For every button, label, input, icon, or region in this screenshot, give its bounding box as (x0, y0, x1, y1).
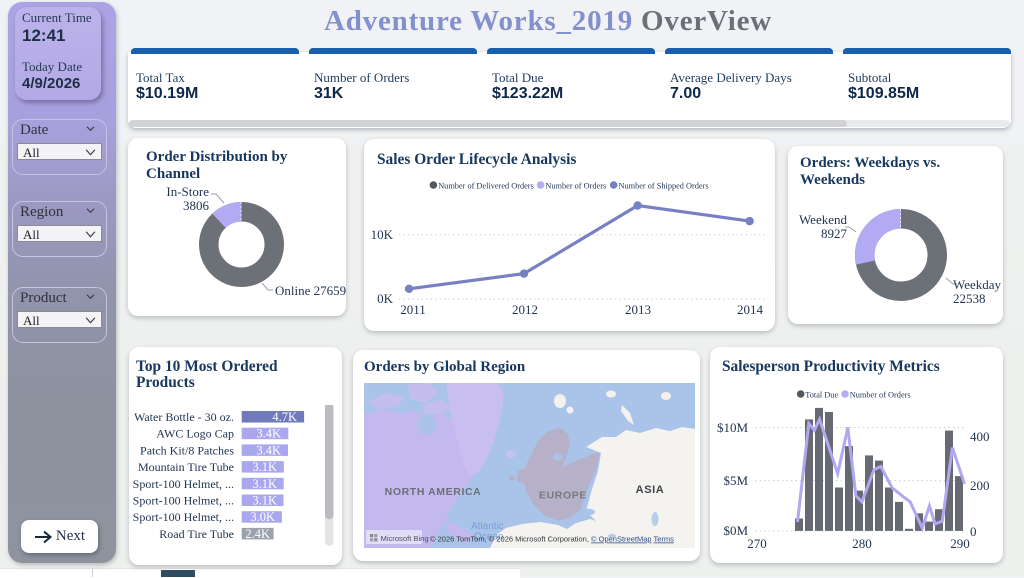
svg-text:4.7K: 4.7K (272, 410, 297, 424)
svg-text:Mountain Tire Tube: Mountain Tire Tube (138, 460, 234, 474)
svg-text:$5M: $5M (723, 473, 748, 488)
svg-text:0: 0 (970, 524, 977, 539)
svg-text:290: 290 (950, 536, 970, 551)
svg-text:Water Bottle - 30 oz.: Water Bottle - 30 oz. (134, 410, 234, 424)
svg-text:Products: Products (136, 374, 195, 391)
svg-text:Number of Shipped Orders: Number of Shipped Orders (619, 181, 709, 190)
svg-text:Microsoft Bing: Microsoft Bing (381, 534, 429, 543)
svg-text:3.0K: 3.0K (250, 510, 275, 524)
svg-text:Atlantic: Atlantic (471, 521, 504, 532)
svg-text:Total Due: Total Due (805, 390, 838, 399)
svg-text:3.1K: 3.1K (252, 460, 277, 474)
svg-text:Ocean: Ocean (474, 532, 503, 543)
svg-text:AWC Logo Cap: AWC Logo Cap (156, 427, 234, 441)
svg-text:Number of Orders: Number of Orders (545, 181, 606, 190)
svg-text:Number of Delivered Orders: Number of Delivered Orders (438, 181, 534, 190)
svg-text:Number of Orders: Number of Orders (850, 390, 911, 399)
svg-text:Road Tire Tube: Road Tire Tube (159, 527, 234, 541)
svg-text:Sport-100 Helmet, ...: Sport-100 Helmet, ... (133, 510, 234, 524)
svg-text:Weekday: Weekday (953, 277, 1002, 292)
svg-text:3806: 3806 (183, 198, 210, 213)
svg-text:3.4K: 3.4K (256, 427, 281, 441)
svg-text:NORTH AMERICA: NORTH AMERICA (385, 486, 482, 498)
svg-text:In-Store: In-Store (166, 184, 209, 199)
svg-text:Sport-100 Helmet, ...: Sport-100 Helmet, ... (133, 494, 234, 508)
svg-text:200: 200 (970, 478, 990, 493)
svg-text:3.1K: 3.1K (252, 494, 277, 508)
svg-text:270: 270 (747, 536, 767, 551)
svg-text:2013: 2013 (625, 302, 651, 317)
svg-text:Sales Order Lifecycle Analysis: Sales Order Lifecycle Analysis (377, 151, 576, 168)
svg-text:2.4K: 2.4K (245, 527, 270, 541)
svg-text:Patch Kit/8 Patches: Patch Kit/8 Patches (140, 443, 234, 457)
svg-text:ASIA: ASIA (636, 484, 665, 496)
svg-text:280: 280 (852, 536, 872, 551)
svg-text:Weekend: Weekend (799, 212, 848, 227)
svg-text:22538: 22538 (953, 291, 986, 306)
svg-text:Online 27659: Online 27659 (275, 283, 346, 298)
svg-text:Sport-100 Helmet, ...: Sport-100 Helmet, ... (133, 477, 234, 491)
svg-text:8927: 8927 (821, 226, 848, 241)
svg-text:Salesperson Productivity Metri: Salesperson Productivity Metrics (722, 358, 940, 375)
svg-text:2012: 2012 (512, 302, 538, 317)
svg-text:$0M: $0M (723, 523, 748, 538)
svg-text:2011: 2011 (400, 302, 426, 317)
svg-text:0K: 0K (377, 291, 394, 306)
svg-text:3.1K: 3.1K (252, 477, 277, 491)
svg-text:$10M: $10M (717, 420, 749, 435)
svg-text:Top 10 Most Ordered: Top 10 Most Ordered (136, 358, 278, 375)
svg-text:2014: 2014 (737, 302, 764, 317)
svg-text:EUROPE: EUROPE (539, 490, 587, 502)
svg-text:10K: 10K (371, 227, 394, 242)
svg-text:400: 400 (970, 429, 990, 444)
svg-text:3.4K: 3.4K (256, 443, 281, 457)
svg-text:© 2026 TomTom, © 2026 Microsof: © 2026 TomTom, © 2026 Microsoft Corporat… (430, 535, 674, 544)
